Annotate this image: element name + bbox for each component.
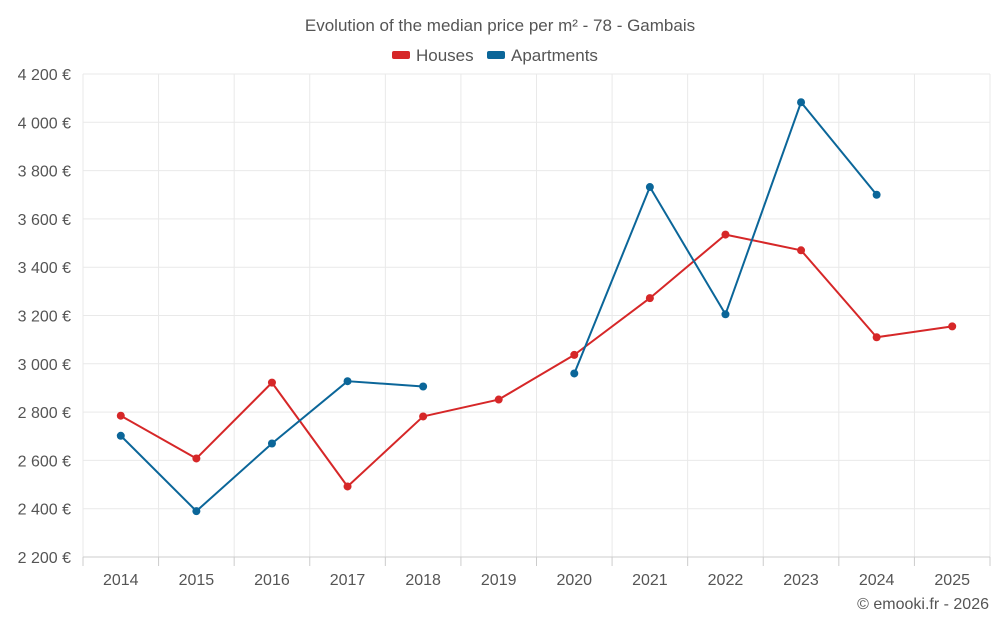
data-point-apartments[interactable] bbox=[116, 431, 125, 440]
y-tick-label: 2 400 € bbox=[18, 502, 71, 519]
chart-title: Evolution of the median price per m² - 7… bbox=[305, 16, 695, 35]
grid bbox=[82, 73, 991, 558]
y-tick-label: 4 000 € bbox=[18, 115, 71, 132]
legend-label-houses: Houses bbox=[416, 46, 474, 65]
y-tick-label: 2 200 € bbox=[18, 550, 71, 567]
legend: Houses Apartments bbox=[392, 46, 598, 65]
data-point-houses[interactable] bbox=[419, 412, 428, 421]
y-axis-ticks: 2 200 € 2 400 € 2 600 € 2 800 € 3 000 € 3 200… bbox=[18, 67, 71, 567]
legend-swatch-apartments bbox=[487, 51, 505, 59]
x-tick-label: 2023 bbox=[783, 572, 819, 589]
x-tick-label: 2018 bbox=[405, 572, 441, 589]
legend-swatch-houses bbox=[392, 51, 410, 59]
data-point-apartments[interactable] bbox=[570, 369, 579, 378]
data-point-apartments[interactable] bbox=[419, 382, 428, 391]
data-point-houses[interactable] bbox=[192, 454, 201, 463]
data-point-apartments[interactable] bbox=[721, 310, 730, 319]
x-tick-label: 2017 bbox=[330, 572, 366, 589]
data-point-houses[interactable] bbox=[570, 350, 579, 359]
data-point-houses[interactable] bbox=[872, 333, 881, 342]
y-tick-label: 4 200 € bbox=[18, 67, 71, 84]
x-tick-label: 2024 bbox=[859, 572, 895, 589]
data-point-houses[interactable] bbox=[494, 395, 503, 404]
y-tick-label: 2 800 € bbox=[18, 405, 71, 422]
data-point-apartments[interactable] bbox=[872, 190, 881, 199]
x-tick-label: 2025 bbox=[934, 572, 970, 589]
x-tick-label: 2016 bbox=[254, 572, 290, 589]
x-tick-label: 2015 bbox=[179, 572, 215, 589]
legend-item-houses[interactable]: Houses bbox=[392, 46, 474, 65]
series-houses bbox=[116, 230, 957, 491]
data-point-houses[interactable] bbox=[797, 246, 806, 255]
series-apartments bbox=[116, 98, 881, 516]
x-axis-ticks: 2014 2015 2016 2017 2018 2019 2020 2021 2022 2023… bbox=[82, 557, 991, 589]
data-point-apartments[interactable] bbox=[267, 439, 276, 448]
data-point-apartments[interactable] bbox=[192, 507, 201, 516]
y-tick-label: 3 000 € bbox=[18, 357, 71, 374]
x-tick-label: 2019 bbox=[481, 572, 517, 589]
series bbox=[116, 98, 957, 516]
legend-item-apartments[interactable]: Apartments bbox=[487, 46, 598, 65]
data-point-houses[interactable] bbox=[267, 378, 276, 387]
series-line-houses bbox=[120, 233, 953, 488]
y-tick-label: 3 200 € bbox=[18, 309, 71, 326]
data-point-houses[interactable] bbox=[721, 230, 730, 239]
data-point-houses[interactable] bbox=[645, 294, 654, 303]
y-tick-label: 3 400 € bbox=[18, 260, 71, 277]
data-point-houses[interactable] bbox=[116, 411, 125, 420]
y-tick-label: 3 600 € bbox=[18, 212, 71, 229]
data-point-apartments[interactable] bbox=[343, 377, 352, 386]
x-tick-label: 2014 bbox=[103, 572, 139, 589]
x-tick-label: 2021 bbox=[632, 572, 668, 589]
data-point-apartments[interactable] bbox=[797, 98, 806, 107]
legend-label-apartments: Apartments bbox=[511, 46, 598, 65]
y-tick-label: 2 600 € bbox=[18, 453, 71, 470]
data-point-houses[interactable] bbox=[948, 322, 957, 331]
x-tick-label: 2022 bbox=[708, 572, 744, 589]
y-tick-label: 3 800 € bbox=[18, 164, 71, 181]
data-point-houses[interactable] bbox=[343, 482, 352, 491]
x-tick-label: 2020 bbox=[556, 572, 592, 589]
data-point-apartments[interactable] bbox=[645, 183, 654, 192]
credit-text: © emooki.fr - 2026 bbox=[857, 596, 989, 613]
